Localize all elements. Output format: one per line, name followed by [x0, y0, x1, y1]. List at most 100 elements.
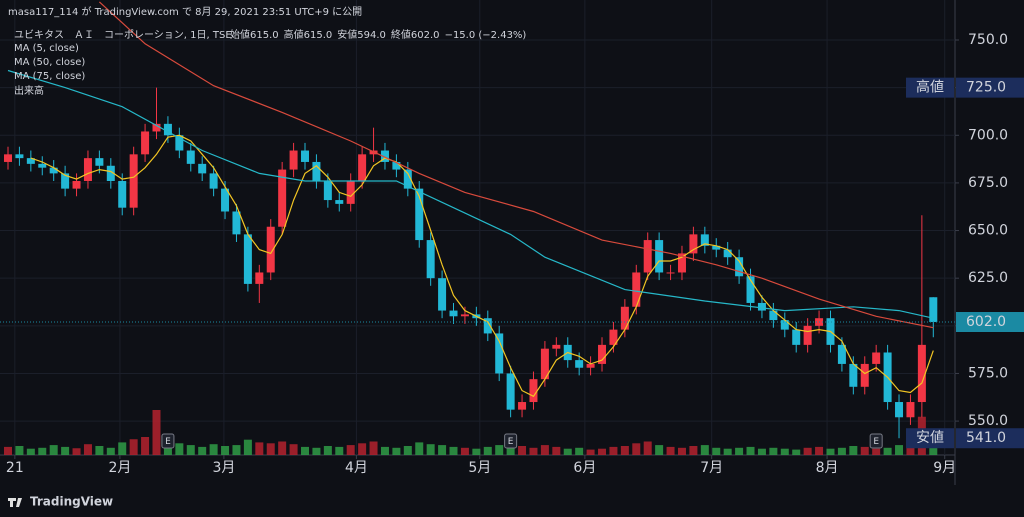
- candle-body: [278, 169, 287, 227]
- candle-body: [323, 181, 332, 201]
- volume-bar: [655, 445, 664, 455]
- volume-bar: [301, 446, 310, 455]
- volume-bar: [598, 448, 607, 455]
- volume-bar: [849, 446, 858, 455]
- candle-body: [518, 402, 527, 410]
- candle-body: [609, 329, 618, 345]
- candle-body: [129, 154, 138, 208]
- volume-bar: [209, 444, 218, 455]
- volume-bar: [49, 445, 58, 455]
- candle-body: [689, 234, 698, 254]
- candle-body: [792, 329, 801, 345]
- volume-bar: [906, 442, 915, 455]
- event-label: E: [508, 437, 514, 447]
- candle-body: [266, 226, 275, 273]
- candle-body: [232, 211, 241, 235]
- volume-bar: [769, 447, 778, 455]
- x-tick-label: 9月: [933, 460, 956, 476]
- candle-body: [255, 272, 264, 284]
- candle-body: [540, 348, 549, 380]
- volume-bar: [540, 445, 549, 455]
- legend-entry: MA (50, close): [14, 57, 85, 68]
- y-tick-label: 625.0: [968, 270, 1008, 286]
- event-label: E: [873, 437, 879, 447]
- volume-bar: [3, 446, 12, 455]
- x-tick-label: 6月: [573, 460, 596, 476]
- candle-body: [529, 379, 538, 403]
- volume-bar: [358, 443, 367, 455]
- candle-body: [895, 402, 904, 418]
- candle-body: [392, 161, 401, 170]
- event-label: E: [165, 437, 171, 447]
- candle-body: [575, 360, 584, 368]
- candle-body: [403, 169, 412, 189]
- candle-body: [38, 163, 47, 168]
- volume-bar: [232, 445, 241, 455]
- event-marker: [161, 433, 175, 449]
- volume-bar: [175, 443, 184, 455]
- candle-body: [221, 188, 230, 212]
- volume-bar: [415, 442, 424, 455]
- candle-body: [83, 158, 92, 182]
- candle-body: [586, 363, 595, 368]
- volume-bar: [529, 447, 538, 455]
- y-tick-label: 700.0: [968, 127, 1008, 143]
- volume-bar: [26, 448, 35, 455]
- y-tick-label: 575.0: [968, 365, 1008, 381]
- volume-bar: [883, 447, 892, 455]
- candle-body: [289, 150, 298, 170]
- candle-body: [723, 249, 732, 258]
- volume-bar: [677, 447, 686, 455]
- legend-entry: MA (75, close): [14, 71, 85, 82]
- volume-bar: [369, 441, 378, 455]
- overlay: masa117_114 が TradingView.com で 8月 29, 2…: [6, 5, 1024, 509]
- price-tag-value: 541.0: [966, 430, 1006, 446]
- volume-bar: [643, 441, 652, 455]
- volume-bar: [518, 446, 527, 455]
- candle-body: [769, 310, 778, 321]
- volume-bar: [15, 446, 24, 455]
- volume-bar: [61, 446, 70, 455]
- candle-body: [3, 154, 12, 162]
- volume-bar: [95, 446, 104, 455]
- price-tag-name-box: [906, 77, 954, 98]
- candle-body: [163, 123, 172, 136]
- volume-bar: [746, 446, 755, 455]
- volume-bar: [563, 448, 572, 455]
- volume-bar: [152, 410, 161, 455]
- ohlc-label: 安値594.0: [337, 28, 386, 41]
- candle-body: [917, 344, 926, 403]
- ma-line: [7, 69, 934, 319]
- candle-body: [141, 131, 150, 155]
- volume-bar: [575, 447, 584, 455]
- volume-bar: [289, 444, 298, 455]
- ohlc-label: −15.0 (−2.43%): [445, 30, 527, 41]
- candle-body: [358, 154, 367, 182]
- candle-body: [598, 344, 607, 364]
- x-tick-label: 7月: [700, 460, 723, 476]
- y-tick-label: 550.0: [968, 413, 1008, 429]
- ohlc-label: 高値615.0: [284, 28, 333, 41]
- candle-body: [449, 310, 458, 317]
- candle-body: [712, 245, 721, 250]
- candle-body: [780, 320, 789, 330]
- candle-body: [849, 363, 858, 387]
- candle-body: [380, 150, 389, 162]
- volume-bar: [780, 448, 789, 455]
- candle-body: [72, 181, 81, 189]
- volume-bar: [141, 437, 150, 455]
- volume-bar: [666, 446, 675, 455]
- candle-body: [860, 363, 869, 387]
- volume-bar: [243, 439, 252, 455]
- x-tick-label: 2月: [108, 460, 131, 476]
- x-tick-label: 4月: [345, 460, 368, 476]
- candle-body: [837, 344, 846, 364]
- candle-body: [49, 167, 58, 174]
- volume-bar: [198, 446, 207, 455]
- price-tag-value: 725.0: [966, 80, 1006, 96]
- candle-body: [460, 314, 469, 317]
- volume-bar: [815, 446, 824, 455]
- y-tick-label: 650.0: [968, 223, 1008, 239]
- volume-bar: [700, 445, 709, 455]
